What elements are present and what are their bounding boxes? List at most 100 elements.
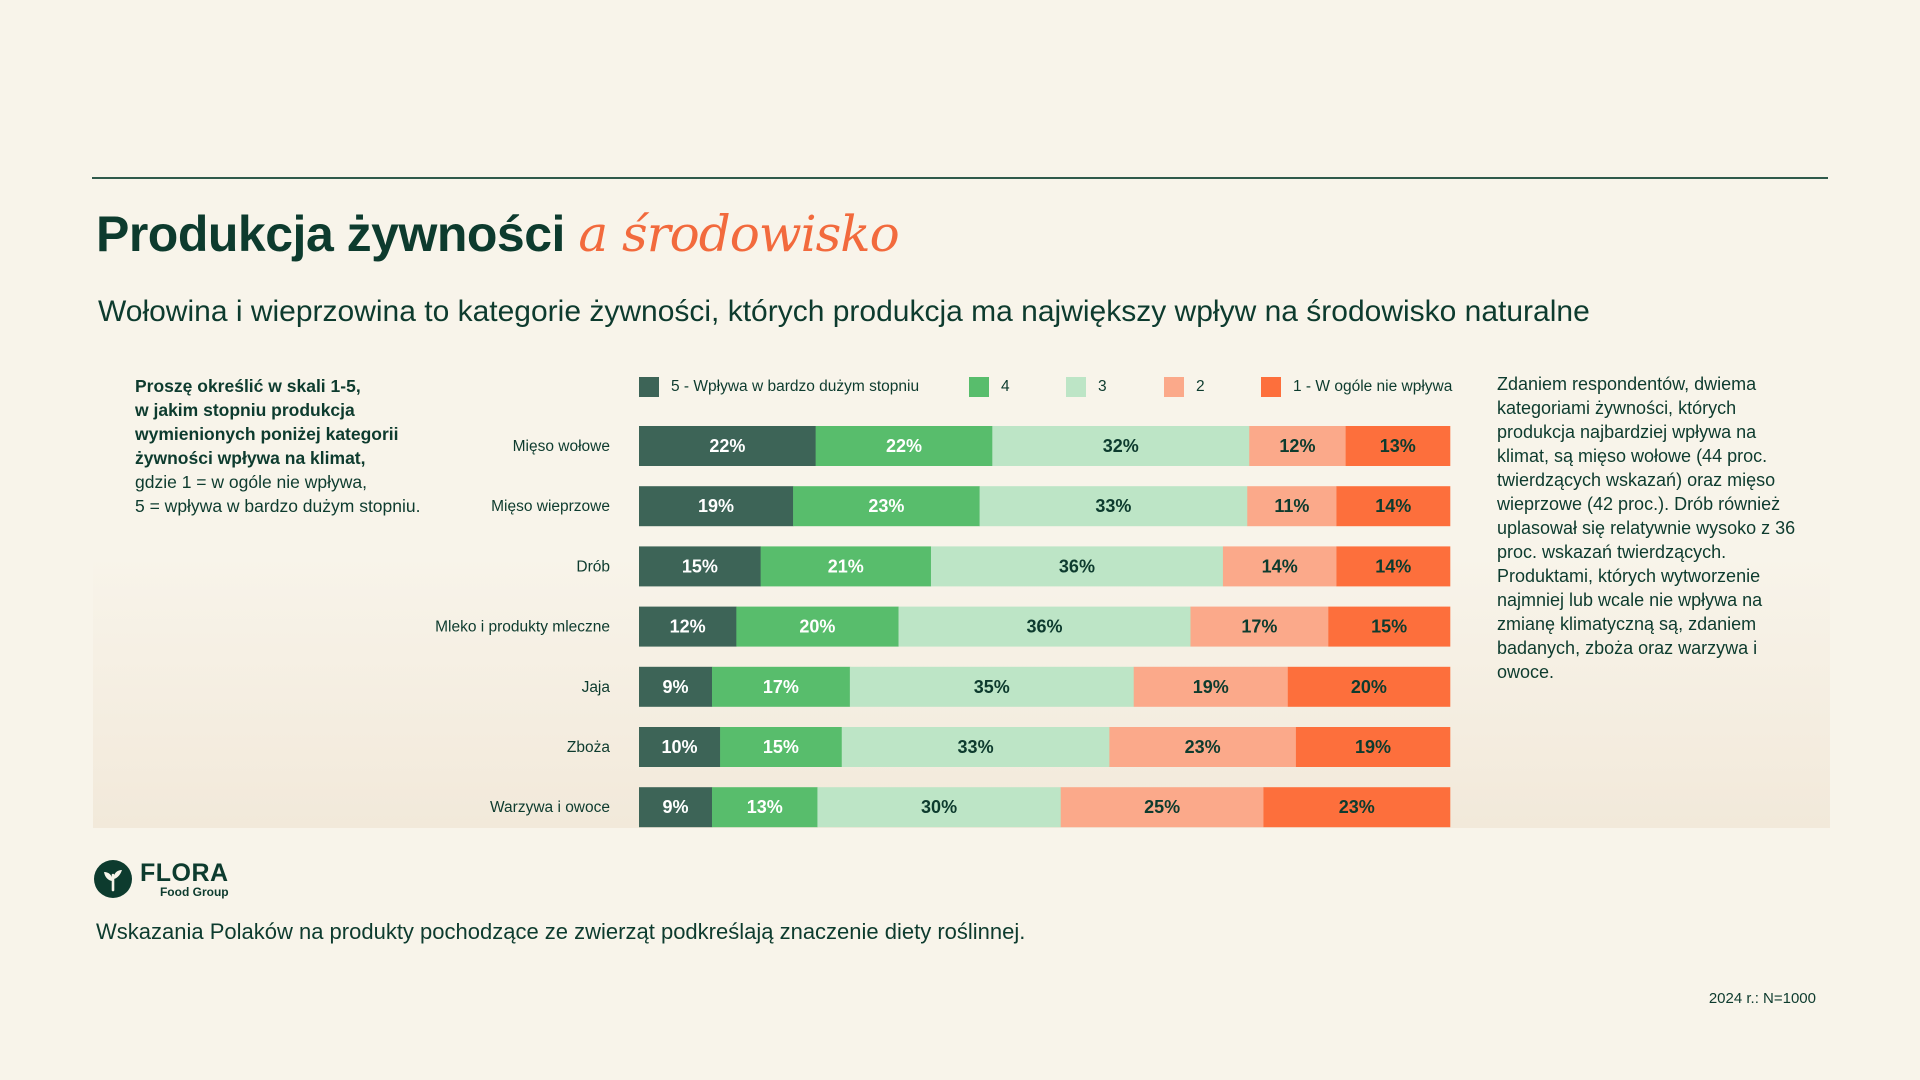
bar-segment	[760, 546, 932, 587]
page-title: Produkcja żywności a środowisko	[96, 205, 900, 263]
category-label-jaja: Jaja	[582, 679, 611, 696]
title-accent: a środowisko	[578, 205, 899, 263]
data-label: 20%	[799, 617, 835, 637]
data-label: 17%	[763, 677, 799, 697]
bar-segment	[639, 546, 761, 587]
bar-segment	[1287, 666, 1451, 707]
top-rule	[92, 177, 1828, 179]
legend-item-5: 5 - Wpływa w bardzo dużym stopniu	[639, 376, 919, 398]
bar-segment	[711, 787, 818, 828]
legend-item-4: 4	[969, 376, 1010, 398]
bar-segment	[711, 666, 851, 707]
legend-label-3: 3	[1098, 378, 1107, 395]
bar-segment	[1295, 727, 1451, 767]
data-label: 22%	[709, 436, 745, 456]
data-label: 15%	[682, 556, 718, 576]
legend-swatch-1	[1261, 377, 1281, 397]
data-label: 36%	[1026, 617, 1062, 637]
category-label-warzywa-i-owoce: Warzywa i owoce	[490, 799, 610, 816]
data-label: 30%	[921, 797, 957, 817]
bar-segment	[1336, 486, 1451, 527]
bar-segment	[1328, 606, 1451, 647]
legend-item-1: 1 - W ogóle nie wpływa	[1261, 376, 1452, 398]
bar-segment	[898, 606, 1191, 647]
brand-name: FLORA	[140, 858, 229, 887]
data-label: 12%	[1279, 436, 1315, 456]
data-label: 19%	[1193, 677, 1229, 697]
bar-segment	[930, 546, 1224, 587]
data-label: 33%	[1095, 496, 1131, 516]
sample-note: 2024 r.: N=1000	[1708, 990, 1816, 1007]
data-label: 14%	[1375, 496, 1411, 516]
bar-segment	[1109, 727, 1297, 767]
data-label: 19%	[698, 496, 734, 516]
legend-label-1: 1 - W ogóle nie wpływa	[1293, 378, 1453, 395]
bar-segment	[639, 486, 794, 527]
data-label: 23%	[868, 496, 904, 516]
legend-item-3: 3	[1066, 376, 1107, 398]
bar-segment	[817, 787, 1062, 828]
data-label: 13%	[1380, 436, 1416, 456]
bar-segment	[992, 426, 1250, 466]
legend-swatch-2	[1164, 377, 1184, 397]
bar-segment	[841, 727, 1110, 767]
question-bold-line: wymienionych poniżej kategorii	[135, 424, 399, 444]
data-label: 33%	[958, 737, 994, 757]
data-label: 23%	[1339, 797, 1375, 817]
bar-segment	[720, 727, 843, 767]
data-label: 17%	[1241, 617, 1277, 637]
legend-swatch-4	[969, 377, 989, 397]
bar-segment	[639, 606, 737, 647]
side-note: Zdaniem respondentów, dwiema kategoriami…	[1497, 374, 1796, 682]
bar-segment	[815, 426, 993, 466]
bar-segment	[1222, 546, 1337, 587]
bar-segment	[639, 426, 816, 466]
data-label: 23%	[1185, 737, 1221, 757]
bar-segment	[1247, 486, 1337, 527]
footer-text: Wskazania Polaków na produkty pochodzące…	[96, 919, 1026, 944]
data-label: 12%	[670, 617, 706, 637]
bar-segment	[639, 787, 713, 828]
bar-segment	[1133, 666, 1289, 707]
legend-label-5: 5 - Wpływa w bardzo dużym stopniu	[671, 378, 920, 395]
data-label: 9%	[662, 797, 688, 817]
data-label: 32%	[1103, 436, 1139, 456]
data-label: 15%	[763, 737, 799, 757]
category-label-mięso-wieprzowe: Mięso wieprzowe	[491, 498, 610, 515]
leaf-icon	[94, 860, 132, 898]
brand-sub: Food Group	[159, 884, 229, 899]
bar-segment	[1263, 787, 1451, 828]
brand-logo: FLORA Food Group	[94, 860, 229, 898]
bar-segment	[639, 666, 713, 707]
category-label-drób: Drób	[576, 558, 610, 575]
bar-segment	[1060, 787, 1264, 828]
category-label-mleko-i-produkty-mleczne: Mleko i produkty mleczne	[435, 619, 610, 636]
data-label: 35%	[974, 677, 1010, 697]
data-label: 9%	[662, 677, 688, 697]
question-bold-line: żywności wpływa na klimat,	[135, 448, 366, 468]
question-scale-line: 5 = wpływa w bardzo dużym stopniu.	[135, 496, 421, 516]
legend-swatch-5	[639, 377, 659, 397]
data-label: 15%	[1371, 617, 1407, 637]
question-bold-line: Proszę określić w skali 1-5,	[135, 376, 361, 396]
bar-segment	[639, 727, 721, 767]
data-label: 20%	[1351, 677, 1387, 697]
legend-label-4: 4	[1001, 378, 1010, 395]
data-label: 10%	[662, 737, 698, 757]
data-label: 13%	[747, 797, 783, 817]
bar-segment	[979, 486, 1248, 527]
bar-segment	[1336, 546, 1451, 587]
chart-subtitle: Wołowina i wieprzowina to kategorie żywn…	[98, 295, 1590, 328]
bar-segment	[793, 486, 980, 527]
legend-label-2: 2	[1196, 378, 1205, 395]
data-label: 19%	[1355, 737, 1391, 757]
category-label-mięso-wołowe: Mięso wołowe	[513, 438, 610, 455]
data-label: 22%	[886, 436, 922, 456]
data-label: 21%	[828, 556, 864, 576]
category-label-zboża: Zboża	[567, 739, 610, 756]
bar-segment	[1190, 606, 1329, 647]
question-bold-line: w jakim stopniu produkcja	[135, 400, 355, 420]
data-label: 14%	[1262, 556, 1298, 576]
bar-segment	[736, 606, 899, 647]
bar-segment	[849, 666, 1135, 707]
